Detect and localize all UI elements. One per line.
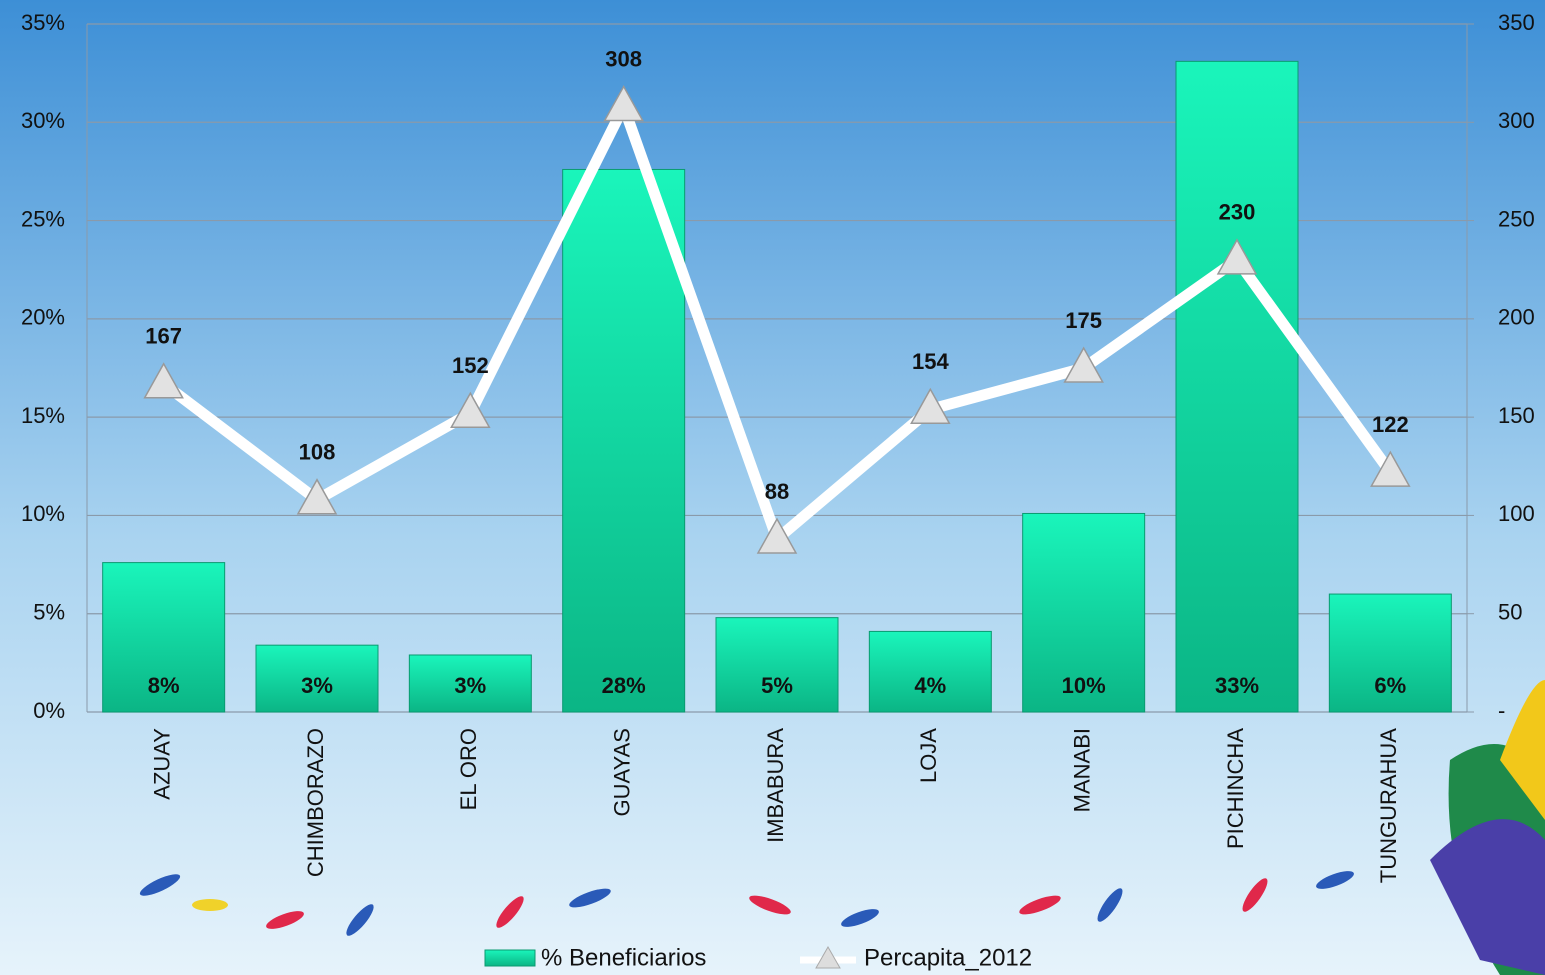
y2-tick-label: 300 [1498,108,1535,133]
x-tick-label: PICHINCHA [1223,728,1248,849]
y-tick-label: 30% [21,108,65,133]
x-tick-label: CHIMBORAZO [303,728,328,877]
x-tick-label: LOJA [916,728,941,783]
data-label: 10% [1062,673,1106,698]
bar [1328,593,1452,713]
marker [450,391,491,428]
bar [715,617,839,713]
decoration [139,680,1545,975]
x-tick-label: EL ORO [456,728,481,810]
x-tick-label: TUNGURAHUA [1376,728,1401,884]
legend: % Beneficiarios Percapita_2012 [484,944,1032,971]
data-label: 154 [912,349,949,374]
bar [255,644,379,713]
bar [562,168,686,713]
bar [868,630,992,713]
y2-tick-label: 350 [1498,10,1535,35]
data-label: 5% [761,673,793,698]
bar [408,654,532,713]
bar [1175,60,1299,713]
x-tick-label: AZUAY [149,728,174,800]
marker [143,362,184,399]
data-label: 175 [1065,308,1102,333]
legend-swatch [484,949,536,967]
y-tick-label: 15% [21,403,65,428]
marker [910,387,951,425]
data-label: 8% [148,673,180,698]
bar [102,562,226,713]
data-label: 3% [301,673,333,698]
y-tick-label: 35% [21,10,65,35]
y2-tick-label: 100 [1498,501,1535,526]
y2-tick-label: 150 [1498,403,1535,428]
y2-tick-label: 250 [1498,206,1535,231]
y-tick-label: 10% [21,501,65,526]
y-tick-label: 20% [21,305,65,330]
data-label: 88 [765,479,789,504]
y2-tick-label: - [1498,698,1505,723]
x-tick-label: IMBABURA [763,728,788,843]
y2-tick-label: 50 [1498,600,1522,625]
data-label: 122 [1372,412,1409,437]
data-label: 3% [454,673,486,698]
marker [296,478,338,515]
x-tick-label: GUAYAS [609,728,634,816]
y-tick-label: 0% [33,698,65,723]
y-tick-label: 25% [21,206,65,231]
data-label: 108 [299,440,336,465]
marker [1370,450,1411,487]
legend-label: % Beneficiarios [541,944,706,971]
legend-label: Percapita_2012 [864,944,1032,971]
data-label: 230 [1219,200,1256,225]
data-label: 4% [914,673,946,698]
marker [756,517,798,554]
bar [1022,512,1146,713]
data-label: 308 [605,46,642,71]
marker [603,85,644,122]
data-label: 152 [452,353,489,378]
legend-swatch [815,945,841,969]
data-label: 167 [145,324,182,349]
x-tick-label: MANABI [1069,728,1094,812]
data-label: 6% [1374,673,1406,698]
marker [1216,238,1258,275]
y-tick-label: 5% [33,600,65,625]
data-label: 28% [602,673,646,698]
y2-tick-label: 200 [1498,305,1535,330]
marker [1063,346,1104,383]
data-label: 33% [1215,673,1259,698]
